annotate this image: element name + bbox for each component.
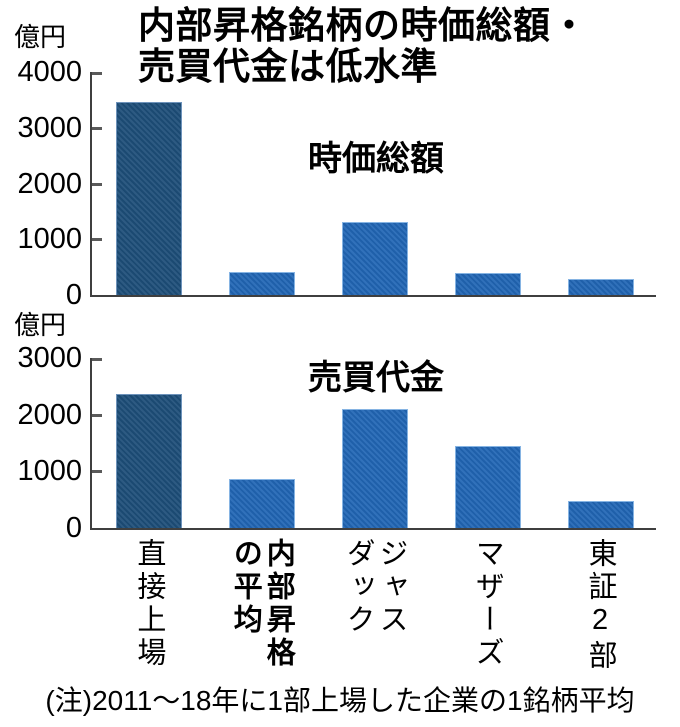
y-tick-mark <box>92 470 102 474</box>
category-label-マザーズ: マザーズ <box>471 538 504 670</box>
category-label-東証2部: 東証2部 <box>584 538 617 673</box>
y-tick-label: 1000 <box>17 455 82 488</box>
main-title-line2: 売買代金は低水準 <box>138 46 438 87</box>
main-title-line1: 内部昇格銘柄の時価総額・ <box>138 5 588 46</box>
y-tick-label: 2000 <box>17 398 82 431</box>
category-axis: 直接上場 内部昇格の平均 ジャスダック マザーズ 東証2部 <box>92 538 656 688</box>
footnote: (注)2011〜18年に1部上場した企業の1銘柄平均 <box>45 685 635 716</box>
bar-ジャスダック <box>342 221 408 295</box>
y-tick-label: 0 <box>65 279 82 311</box>
y-tick-label: 3000 <box>17 111 82 144</box>
bar-東証2部 <box>567 500 634 528</box>
bar-東証2部 <box>567 278 634 295</box>
y-tick-mark <box>92 72 102 75</box>
y-tick-mark <box>92 182 102 186</box>
bar-直接上場 <box>116 393 183 528</box>
unit-label-top: 億円 <box>14 22 67 52</box>
y-tick-mark <box>92 413 102 417</box>
chart-label-market-cap: 時価総額 <box>308 140 444 178</box>
y-tick-mark <box>92 126 102 130</box>
y-tick-mark <box>92 358 102 361</box>
bar-マザーズ <box>454 445 521 528</box>
bar-ジャスダック <box>342 409 408 528</box>
category-label-内部昇格の平均: 内部昇格の平均 <box>229 538 295 670</box>
unit-label-bottom: 億円 <box>14 310 67 340</box>
category-label-直接上場: 直接上場 <box>132 538 165 670</box>
chart-label-trading-value: 売買代金 <box>308 359 444 397</box>
y-tick-mark <box>92 238 102 242</box>
plot-trading-value: 0 1000 2000 3000 <box>17 342 656 544</box>
y-tick-label: 2000 <box>17 167 82 200</box>
y-tick-label: 3000 <box>17 342 82 374</box>
bar-マザーズ <box>454 272 521 295</box>
y-tick-label: 1000 <box>17 223 82 256</box>
y-tick-label: 0 <box>65 512 82 544</box>
bar-内部昇格の平均 <box>229 478 296 528</box>
main-title: 内部昇格銘柄の時価総額・ 売買代金は低水準 <box>138 5 588 87</box>
y-tick-label: 4000 <box>17 56 82 88</box>
bar-直接上場 <box>116 101 183 295</box>
plot-market-cap: 0 1000 2000 3000 4000 <box>17 56 656 311</box>
bar-内部昇格の平均 <box>229 271 296 295</box>
category-label-ジャスダック: ジャスダック <box>342 538 407 637</box>
